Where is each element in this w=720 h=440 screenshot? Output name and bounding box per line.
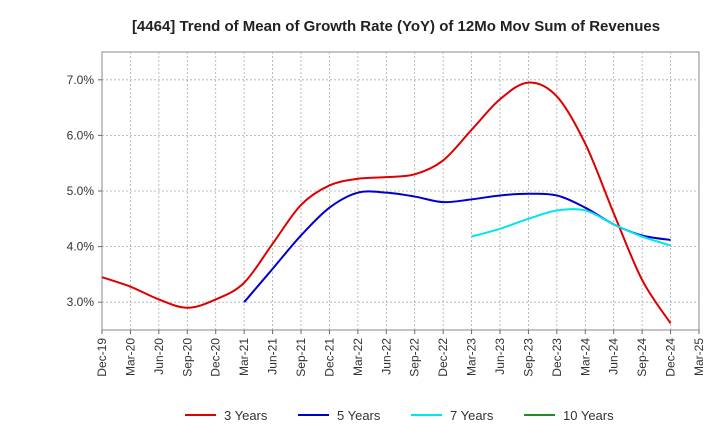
legend-label-7-years: 7 Years xyxy=(450,408,494,423)
x-tick-label: Dec-20 xyxy=(209,338,223,377)
y-tick-label: 6.0% xyxy=(67,128,95,142)
grid xyxy=(102,52,699,330)
x-tick-label: Dec-24 xyxy=(664,338,678,377)
chart-title: [4464] Trend of Mean of Growth Rate (YoY… xyxy=(132,18,660,35)
x-tick-label: Jun-24 xyxy=(607,338,621,375)
x-tick-label: Mar-24 xyxy=(578,338,592,376)
x-tick-label: Mar-21 xyxy=(237,338,251,376)
x-tick-label: Dec-22 xyxy=(436,338,450,377)
series-line-3-years xyxy=(101,81,672,324)
y-tick-label: 7.0% xyxy=(67,73,95,87)
x-tick-label: Sep-20 xyxy=(180,338,194,377)
x-tick-label: Jun-22 xyxy=(379,338,393,375)
legend-label-10-years: 10 Years xyxy=(563,408,614,423)
x-tick-label: Mar-22 xyxy=(351,338,365,376)
x-tick-label: Jun-23 xyxy=(493,338,507,375)
x-tick-label: Jun-21 xyxy=(266,338,280,375)
legend-label-3-years: 3 Years xyxy=(224,408,268,423)
x-tick-label: Dec-19 xyxy=(95,338,109,377)
x-tick-label: Sep-22 xyxy=(408,338,422,377)
series-line-7-years xyxy=(471,208,671,247)
x-tick-label: Mar-20 xyxy=(123,338,137,376)
series-group xyxy=(101,81,672,324)
x-tick-label: Sep-23 xyxy=(521,338,535,377)
legend-label-5-years: 5 Years xyxy=(337,408,381,423)
x-tick-label: Mar-23 xyxy=(465,338,479,376)
y-tick-label: 4.0% xyxy=(67,240,95,254)
legend: 3 Years 5 Years 7 Years 10 Years xyxy=(185,408,614,423)
x-tick-label: Jun-20 xyxy=(152,338,166,375)
x-tick-label: Sep-21 xyxy=(294,338,308,377)
x-axis: Dec-19 Mar-20 Jun-20 Sep-20 Dec-20 Mar-21 Jun-… xyxy=(95,330,706,377)
x-tick-label: Mar-25 xyxy=(692,338,706,376)
x-tick-label: Dec-23 xyxy=(550,338,564,377)
y-tick-label: 3.0% xyxy=(67,295,95,309)
x-tick-label: Sep-24 xyxy=(635,338,649,377)
y-tick-label: 5.0% xyxy=(67,184,95,198)
y-axis: 3.0% 4.0% 5.0% 6.0% 7.0% xyxy=(67,73,102,309)
x-tick-label: Dec-21 xyxy=(322,338,336,377)
